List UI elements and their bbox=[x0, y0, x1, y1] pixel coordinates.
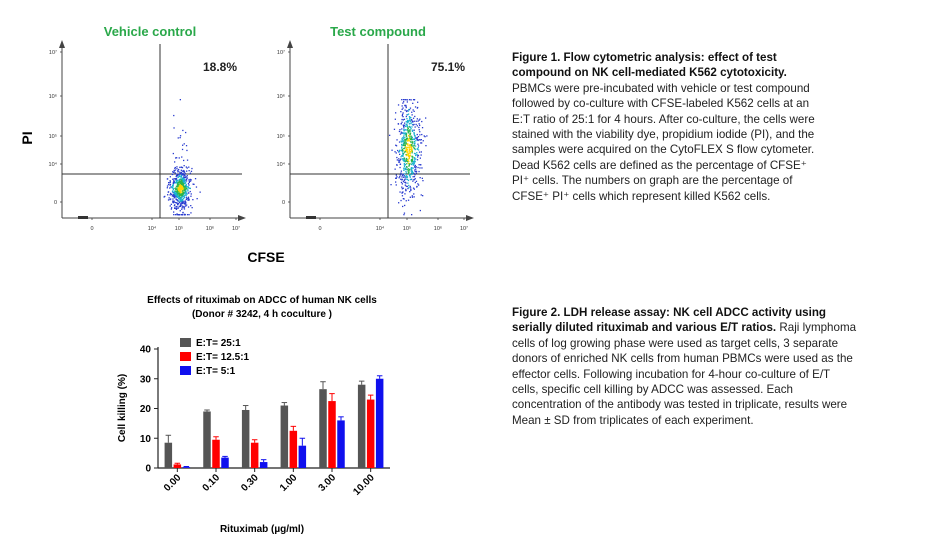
bar bbox=[241, 409, 250, 468]
x-tick-label: 10⁴ bbox=[376, 225, 385, 232]
flow-cytometry-figure: Vehicle control 10⁷ 10⁶ 10⁵ 10⁴ 0 0 10⁴ 10⁵ 10⁶ 10… bbox=[19, 24, 474, 265]
chart-title: Effects of rituximab on ADCC of human NK… bbox=[147, 295, 377, 306]
bar bbox=[259, 462, 268, 468]
x-axis-label: CFSE bbox=[247, 249, 284, 265]
y-tick-label: 10⁶ bbox=[49, 93, 57, 100]
bar bbox=[212, 439, 220, 468]
x-tick-label: 10.00 bbox=[351, 472, 377, 498]
bar bbox=[298, 445, 307, 468]
x-tick-label: 0.30 bbox=[239, 472, 261, 494]
dot-plot-panel: Vehicle control 10⁷ 10⁶ 10⁵ 10⁴ 0 0 10⁴ 10⁵ 10⁶ 10… bbox=[49, 24, 246, 232]
y-tick-label: 10⁶ bbox=[277, 93, 285, 100]
bar bbox=[357, 384, 366, 468]
x-tick-label: 1.00 bbox=[278, 472, 300, 494]
figure-2-caption: Figure 2. LDH release assay: NK cell ADC… bbox=[512, 305, 857, 428]
y-axis-label: PI bbox=[19, 131, 35, 144]
bar bbox=[203, 411, 211, 468]
figure-1-caption-body: PBMCs were pre-incubated with vehicle or… bbox=[512, 81, 815, 203]
y-tick-label: 10⁷ bbox=[277, 49, 285, 56]
legend-label: E:T= 5:1 bbox=[196, 366, 236, 377]
y-tick-label: 0 bbox=[282, 200, 285, 206]
x-tick-label: 3.00 bbox=[317, 472, 339, 494]
y-tick-label: 0 bbox=[54, 200, 57, 206]
legend-swatch bbox=[180, 338, 191, 347]
x-tick-label: 0 bbox=[90, 226, 93, 232]
y-tick-label: 40 bbox=[140, 345, 152, 356]
figure-2-caption-title: Figure 2. LDH release assay: NK cell ADC… bbox=[512, 306, 826, 335]
x-tick-label: 10⁵ bbox=[175, 225, 183, 232]
bar bbox=[337, 420, 345, 468]
legend-swatch bbox=[180, 366, 191, 375]
x-tick-label: 0.00 bbox=[162, 472, 184, 494]
x-axis-label: Rituximab (µg/ml) bbox=[220, 524, 304, 535]
chart-subtitle: (Donor # 3242, 4 h coculture ) bbox=[192, 309, 332, 320]
y-tick-label: 0 bbox=[145, 464, 151, 475]
legend-label: E:T= 12.5:1 bbox=[196, 352, 250, 363]
figure-1-caption: Figure 1. Flow cytometric analysis: effe… bbox=[512, 50, 817, 204]
bar bbox=[164, 442, 173, 468]
y-tick-label: 30 bbox=[140, 374, 152, 385]
figure-1-caption-title: Figure 1. Flow cytometric analysis: effe… bbox=[512, 51, 787, 80]
legend-swatch bbox=[180, 352, 191, 361]
y-tick-label: 10 bbox=[140, 434, 152, 445]
y-tick-label: 10⁷ bbox=[49, 49, 57, 56]
event-dots bbox=[163, 99, 201, 216]
y-tick-label: 20 bbox=[140, 404, 152, 415]
bar bbox=[375, 378, 384, 468]
y-tick-label: 10⁴ bbox=[49, 161, 58, 168]
x-tick-label: 0 bbox=[318, 226, 321, 232]
bar bbox=[328, 401, 336, 468]
dot-plot-panel: Test compound 10⁷ 10⁶ 10⁵ 10⁴ 0 0 10⁴ 10⁵ 10⁶ 10⁷ 7… bbox=[277, 24, 474, 232]
quadrant-percentage: 75.1% bbox=[431, 60, 465, 74]
quadrant-percentage: 18.8% bbox=[203, 60, 237, 74]
x-tick-label: 10⁷ bbox=[232, 225, 240, 232]
x-tick-label: 0.10 bbox=[201, 472, 223, 494]
x-tick-label: 10⁶ bbox=[434, 225, 442, 232]
x-tick-label: 10⁵ bbox=[403, 225, 411, 232]
y-axis-label: Cell killing (%) bbox=[117, 374, 128, 442]
x-tick-label: 10⁶ bbox=[206, 225, 214, 232]
panel-title: Vehicle control bbox=[104, 24, 196, 39]
y-tick-label: 10⁵ bbox=[277, 133, 285, 140]
y-tick-label: 10⁵ bbox=[49, 133, 57, 140]
bar bbox=[319, 389, 327, 468]
event-dots bbox=[389, 99, 428, 216]
panel-title: Test compound bbox=[330, 24, 426, 39]
bar bbox=[182, 467, 191, 468]
adcc-bar-chart: Effects of rituximab on ADCC of human NK… bbox=[117, 295, 390, 535]
legend-label: E:T= 25:1 bbox=[196, 338, 241, 349]
bar bbox=[221, 457, 229, 468]
y-tick-label: 10⁴ bbox=[277, 161, 286, 168]
bar bbox=[250, 442, 259, 468]
bar bbox=[280, 405, 289, 468]
bar bbox=[289, 430, 298, 468]
x-tick-label: 10⁷ bbox=[460, 225, 468, 232]
x-tick-label: 10⁴ bbox=[148, 225, 157, 232]
figure-2-caption-body: Raji lymphoma cells of log growing phase… bbox=[512, 321, 857, 427]
bar bbox=[173, 464, 182, 468]
bar bbox=[366, 399, 375, 468]
